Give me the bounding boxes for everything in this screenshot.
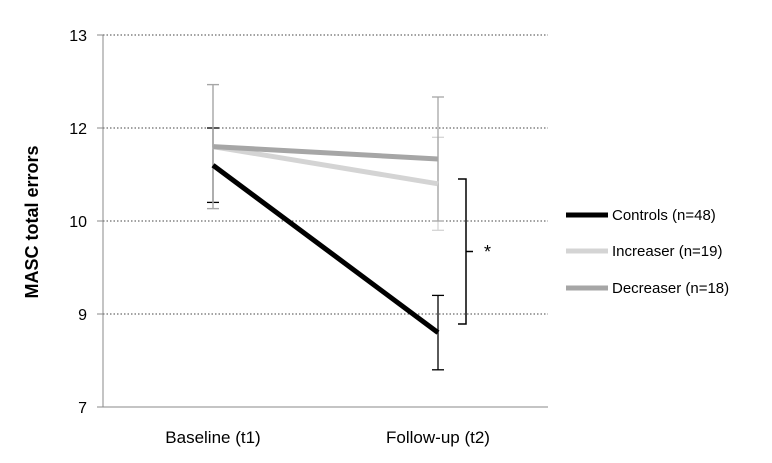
legend-label: Controls (n=48) — [612, 207, 716, 224]
y-tick-label: 7 — [78, 400, 87, 417]
y-tick-labels: 7 9 10 12 13 — [69, 28, 87, 417]
y-tick-label: 10 — [69, 214, 87, 231]
x-category-labels: Baseline (t1) Follow-up (t2) — [165, 428, 490, 447]
y-tick-label: 9 — [78, 307, 87, 324]
y-axis-label: MASC total errors — [22, 145, 42, 298]
significance-bracket: * — [458, 178, 491, 325]
series-line — [212, 144, 439, 187]
legend: Controls (n=48) Increaser (n=19) Decreaser… — [566, 207, 729, 297]
legend-label: Increaser (n=19) — [612, 243, 722, 260]
x-category-label: Follow-up (t2) — [386, 428, 490, 447]
axes — [97, 34, 548, 408]
error-bars — [207, 83, 444, 371]
significance-marker: * — [484, 242, 491, 262]
legend-label: Decreaser (n=18) — [612, 280, 729, 297]
grid-lines — [103, 34, 548, 315]
legend-item: Decreaser (n=18) — [566, 280, 729, 297]
bracket-line — [458, 178, 467, 325]
series-line — [211, 163, 440, 335]
series-line — [212, 144, 439, 162]
x-category-label: Baseline (t1) — [165, 428, 260, 447]
y-tick-label: 12 — [69, 121, 87, 138]
legend-item: Controls (n=48) — [566, 207, 716, 224]
legend-item: Increaser (n=19) — [566, 243, 722, 260]
series-lines — [211, 144, 440, 335]
y-tick-label: 13 — [69, 28, 87, 45]
